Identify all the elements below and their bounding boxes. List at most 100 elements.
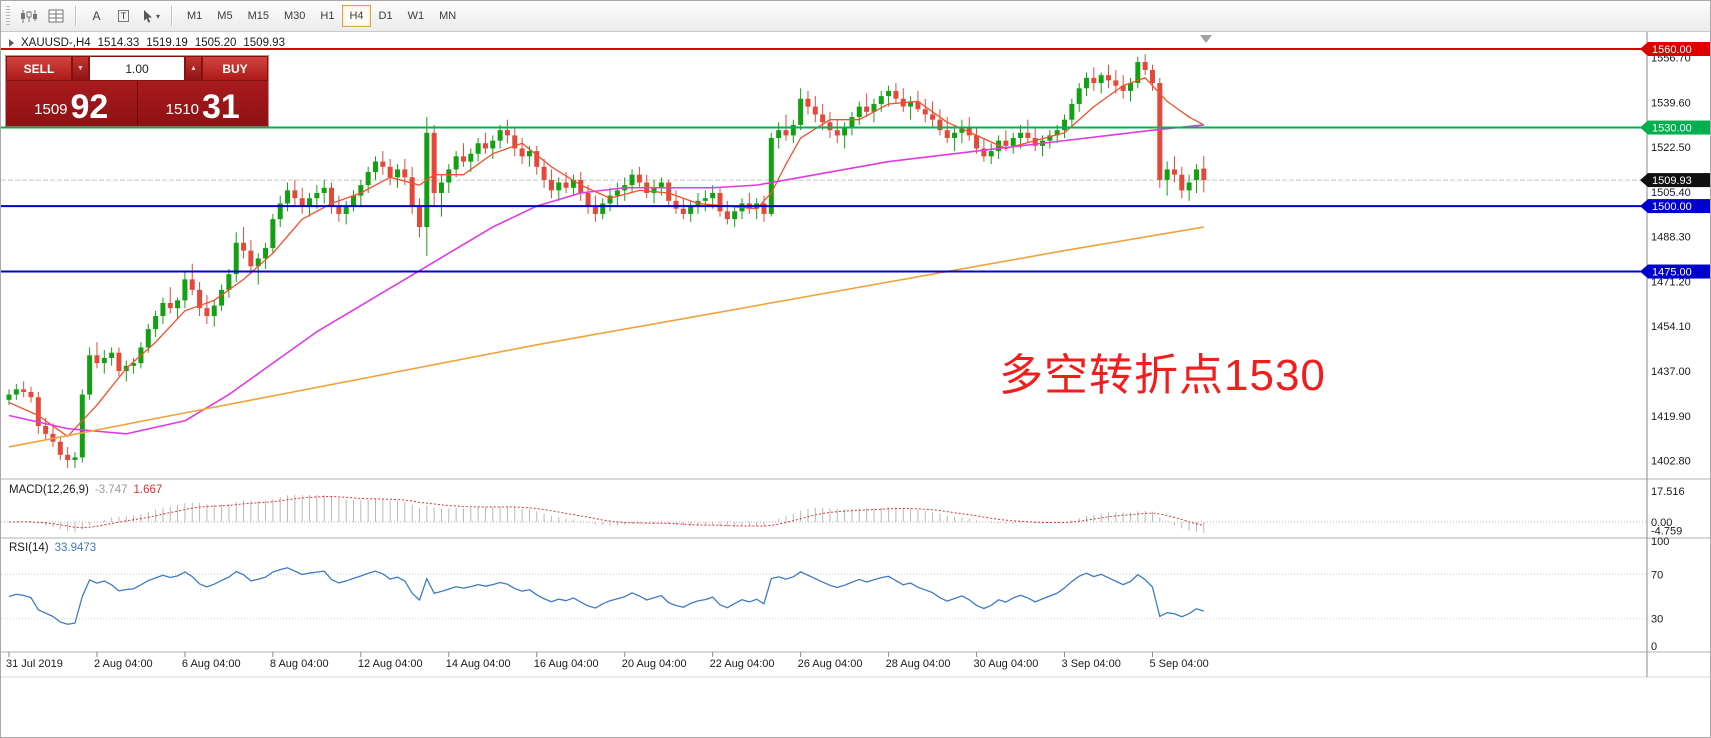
ask-price[interactable]: 1510 31 (138, 81, 269, 126)
svg-text:1475.00: 1475.00 (1652, 267, 1692, 279)
ma-slow (8, 226, 1204, 448)
axis-label: 8 Aug 04:00 (270, 658, 329, 670)
ma-mid (8, 124, 1204, 435)
timeframe-H4[interactable]: H4 (342, 5, 371, 27)
timeframe-H1[interactable]: H1 (313, 5, 341, 27)
axis-label: 1402.80 (1651, 456, 1691, 468)
axis-label: 6 Aug 04:00 (182, 658, 241, 670)
cursor-icon (144, 10, 152, 23)
text-box-glyph: T (117, 10, 130, 22)
timeframe-group: M1 M5 M15 M30 H1 H4 D1 W1 MN (180, 5, 463, 27)
axis-label: 31 Jul 2019 (6, 658, 63, 670)
bid-price[interactable]: 1509 92 (6, 81, 137, 126)
axis-label: 1454.10 (1651, 321, 1691, 333)
timeframe-D1[interactable]: D1 (372, 5, 400, 27)
macd-label-row: MACD(12,26,9) -3.747 1.667 (9, 484, 162, 496)
pointer-tool[interactable]: ▾ (138, 5, 164, 28)
rsi-label: RSI(14) (9, 542, 49, 554)
buy-button[interactable]: BUY (202, 56, 268, 81)
ask-price-pips: 31 (202, 88, 240, 127)
price-tag: 1530.00 (1640, 120, 1710, 135)
volume-input[interactable] (89, 56, 185, 81)
rsi-label-row: RSI(14) 33.9473 (9, 542, 96, 554)
axis-label: 1488.30 (1651, 232, 1691, 244)
axis-label: 0 (1651, 641, 1657, 653)
ask-price-main: 1510 (165, 101, 200, 118)
open-value: 1514.33 (97, 37, 140, 49)
volume-increase-button[interactable]: ▲ (185, 56, 202, 81)
volume-decrease-button[interactable]: ▼ (72, 56, 89, 81)
price-tag: 1500.00 (1640, 199, 1710, 214)
symbol-period: XAUUSD-,H4 (21, 37, 91, 49)
axis-label: 1522.50 (1651, 142, 1691, 154)
svg-text:1500.00: 1500.00 (1652, 201, 1692, 213)
toolbar-separator (75, 6, 77, 26)
price-tag: 1560.00 (1640, 42, 1710, 56)
high-value: 1519.19 (146, 37, 188, 49)
low-value: 1505.20 (194, 37, 237, 49)
text-label-tool[interactable]: A (84, 5, 109, 28)
chart-annotation-text: 多空转折点1530 (999, 351, 1326, 400)
svg-text:1530.00: 1530.00 (1652, 123, 1692, 135)
data-window-icon (48, 9, 63, 23)
axis-label: 1539.60 (1651, 97, 1691, 109)
axis-label: 22 Aug 04:00 (710, 658, 775, 670)
axis-label: 28 Aug 04:00 (886, 658, 951, 670)
svg-text:1509.93: 1509.93 (1652, 175, 1692, 187)
axis-label: 70 (1651, 569, 1663, 581)
toolbar: A T ▾ M1 M5 M15 M30 H1 H4 D1 W1 MN (1, 1, 1710, 32)
axis-label: 1419.90 (1651, 411, 1691, 423)
svg-text:1560.00: 1560.00 (1652, 44, 1692, 56)
axis-label: 17.516 (1651, 486, 1685, 498)
price-tag: 1509.93 (1640, 173, 1710, 188)
timeframe-W1[interactable]: W1 (401, 5, 432, 27)
timeframe-MN[interactable]: MN (432, 5, 463, 27)
axis-label: 5 Sep 04:00 (1149, 658, 1208, 670)
timeframe-M30[interactable]: M30 (277, 5, 312, 27)
axis-label: 3 Sep 04:00 (1062, 658, 1121, 670)
price-divider (136, 81, 138, 126)
price-tag: 1475.00 (1640, 264, 1710, 279)
timeframe-M15[interactable]: M15 (241, 5, 276, 27)
axis-label: 26 Aug 04:00 (798, 658, 863, 670)
main-chart-layer[interactable] (1, 54, 1647, 468)
bid-price-pips: 92 (70, 88, 109, 127)
axis-label: 20 Aug 04:00 (622, 658, 687, 670)
macd-layer[interactable] (1, 494, 1647, 533)
axis-label: 0.00 (1651, 517, 1672, 529)
axis-label: 30 (1651, 614, 1663, 626)
chart-shift-marker[interactable] (1200, 35, 1212, 43)
axis-label: 16 Aug 04:00 (534, 658, 599, 670)
bid-price-main: 1509 (34, 101, 68, 118)
axis-label: 14 Aug 04:00 (446, 658, 511, 670)
timeframe-M1[interactable]: M1 (180, 5, 209, 27)
chevron-down-icon: ▾ (156, 11, 161, 21)
axis-label: 1505.40 (1651, 187, 1691, 199)
collapse-icon[interactable] (9, 39, 14, 47)
sell-button[interactable]: SELL (6, 56, 72, 81)
toolbar-drag-handle[interactable] (6, 6, 10, 26)
candlestick-chart-icon (21, 9, 37, 23)
toolbar-separator (171, 6, 174, 26)
macd-label: MACD(12,26,9) (9, 484, 89, 496)
axis-label: 100 (1651, 536, 1669, 548)
axis-label: -4.759 (1651, 525, 1682, 537)
axis-label: 1437.00 (1651, 366, 1691, 378)
axis-label: 12 Aug 04:00 (358, 658, 423, 670)
close-value: 1509.93 (243, 37, 285, 49)
axis-label: 2 Aug 04:00 (94, 658, 153, 670)
one-click-trade-panel: SELL ▼ ▲ BUY 1509 92 1510 31 (6, 56, 268, 126)
macd-main-value: -3.747 (94, 484, 128, 496)
chart-mode-icon-button[interactable] (16, 5, 41, 28)
ma-fast (8, 77, 1205, 438)
text-box-tool[interactable]: T (111, 5, 136, 28)
data-window-icon-button[interactable] (43, 5, 68, 28)
ohlc-header: XAUUSD-,H4 1514.33 1519.19 1505.20 1509.… (9, 37, 285, 49)
rsi-layer[interactable] (1, 567, 1647, 625)
axis-label: 1471.20 (1651, 276, 1691, 288)
timeframe-M5[interactable]: M5 (210, 5, 239, 27)
rsi-value: 33.9473 (54, 542, 97, 554)
axis-label: 30 Aug 04:00 (974, 658, 1039, 670)
